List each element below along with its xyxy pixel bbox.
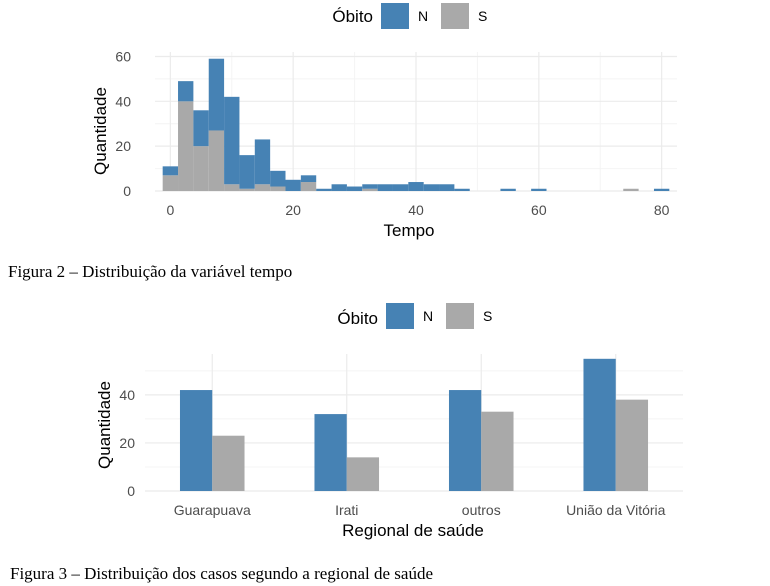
- histogram-bar-n: [224, 96, 240, 185]
- histogram-bar-n: [285, 179, 301, 191]
- histogram-bar-s: [208, 130, 225, 191]
- histogram-bars: [162, 58, 670, 191]
- x-tick-label: 20: [285, 202, 301, 218]
- histogram-bar-n: [300, 175, 317, 183]
- histogram-bar-s: [224, 184, 240, 191]
- histogram-bar-s: [300, 182, 317, 191]
- grouped-bar-x-axis-title: Regional de saúde: [342, 521, 484, 540]
- x-tick-label: 80: [654, 202, 670, 218]
- histogram-bar-s: [270, 186, 286, 191]
- histogram-bar-n: [270, 170, 286, 187]
- x-tick-label: Guarapuava: [174, 502, 251, 518]
- histogram-bar-n: [254, 139, 271, 185]
- histogram-figure: Óbito N S 0 20 40 60 0 20 40 60 80 Tempo Quanti…: [8, 3, 677, 281]
- y-tick-label: 40: [115, 93, 131, 109]
- histogram-x-axis-title: Tempo: [383, 221, 434, 240]
- legend-swatch-n: [381, 3, 409, 29]
- histogram-bar-n: [377, 184, 393, 191]
- histogram-bar-s: [239, 188, 255, 191]
- legend-title: Óbito: [332, 7, 373, 26]
- histogram-bar-n: [392, 184, 409, 191]
- x-tick-label: 60: [531, 202, 547, 218]
- grouped-bar-legend: Óbito N S: [337, 303, 492, 329]
- grouped-bars: [179, 358, 649, 491]
- bar-s: [615, 399, 649, 491]
- histogram-bar-s: [254, 184, 271, 191]
- histogram-bar-s: [178, 101, 194, 191]
- histogram-bar-n: [316, 188, 332, 191]
- histogram-bar-n: [331, 184, 347, 191]
- figure-2-caption: Figura 2 – Distribuição da variável temp…: [8, 262, 292, 281]
- histogram-bar-n: [346, 186, 363, 191]
- bar-s: [481, 411, 514, 491]
- histogram-bar-n: [408, 182, 424, 191]
- grouped-bar-y-axis-title: Quantidade: [95, 381, 114, 469]
- histogram-x-tick-labels: 0 20 40 60 80: [166, 202, 669, 218]
- y-tick-label: 40: [119, 387, 135, 403]
- x-tick-label: Irati: [335, 502, 358, 518]
- legend-label-n: N: [418, 8, 428, 24]
- histogram-bar-n: [239, 155, 255, 189]
- legend-swatch-s: [441, 3, 469, 29]
- y-tick-label: 60: [115, 48, 131, 64]
- y-tick-label: 0: [123, 183, 131, 199]
- grouped-bar-figure: Óbito N S 0 20 40 Guarapuava Irati outros Uni…: [10, 303, 683, 583]
- histogram-bar-n: [500, 188, 516, 191]
- y-tick-label: 20: [119, 435, 135, 451]
- bar-s: [346, 457, 380, 491]
- histogram-bar-s: [362, 188, 378, 191]
- y-tick-label: 0: [127, 483, 135, 499]
- legend-label-s: S: [478, 8, 487, 24]
- histogram-bar-n: [531, 188, 547, 191]
- legend-title: Óbito: [337, 309, 378, 328]
- bar-n: [448, 390, 482, 491]
- histogram-bar-n: [423, 184, 440, 191]
- y-tick-label: 20: [115, 138, 131, 154]
- bar-n: [314, 414, 347, 491]
- grouped-bar-x-tick-labels: Guarapuava Irati outros União da Vitória: [174, 502, 666, 518]
- histogram-bar-s: [162, 175, 179, 191]
- histogram-bar-s: [193, 146, 209, 191]
- histogram-bar-n: [439, 184, 455, 191]
- histogram-bar-n: [162, 166, 179, 176]
- histogram-bar-n: [208, 58, 225, 131]
- x-tick-label: outros: [462, 502, 501, 518]
- bar-s: [212, 435, 245, 491]
- legend-swatch-n: [386, 303, 414, 329]
- legend-swatch-s: [446, 303, 474, 329]
- bar-n: [583, 358, 616, 491]
- x-tick-label: União da Vitória: [566, 502, 666, 518]
- legend-label-n: N: [423, 308, 433, 324]
- histogram-bar-n: [193, 110, 209, 147]
- x-tick-label: 40: [408, 202, 424, 218]
- histogram-bar-n: [653, 188, 670, 191]
- bar-n: [179, 390, 213, 491]
- histogram-bar-n: [362, 184, 378, 189]
- grouped-bar-y-tick-labels: 0 20 40: [119, 387, 135, 499]
- x-tick-label: 0: [166, 202, 174, 218]
- histogram-bar-n: [178, 81, 194, 102]
- histogram-y-axis-title: Quantidade: [91, 87, 110, 175]
- histogram-y-tick-labels: 0 20 40 60: [115, 48, 131, 199]
- figure-3-caption: Figura 3 – Distribuição dos casos segund…: [10, 564, 433, 583]
- histogram-legend: Óbito N S: [332, 3, 487, 29]
- histogram-bar-s: [623, 188, 639, 191]
- histogram-bar-n: [454, 188, 470, 191]
- legend-label-s: S: [483, 308, 492, 324]
